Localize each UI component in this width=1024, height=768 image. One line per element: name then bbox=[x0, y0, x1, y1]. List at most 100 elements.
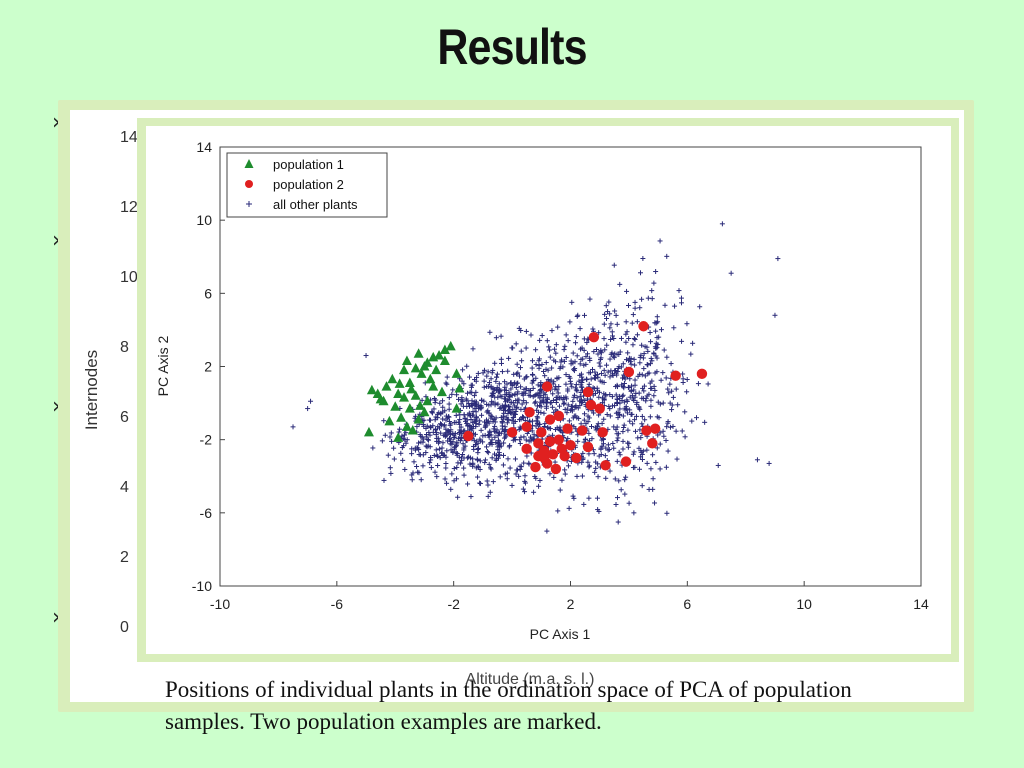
all-other-plants-point bbox=[454, 392, 460, 398]
all-other-plants-point bbox=[661, 347, 667, 353]
population-2-point bbox=[650, 423, 661, 434]
all-other-plants-point bbox=[652, 320, 658, 326]
all-other-plants-point bbox=[493, 335, 499, 341]
legend-label: population 2 bbox=[273, 177, 344, 192]
all-other-plants-point bbox=[589, 436, 595, 442]
all-other-plants-point bbox=[522, 489, 528, 495]
all-other-plants-point bbox=[533, 399, 539, 405]
all-other-plants-point bbox=[485, 493, 491, 499]
all-other-plants-point bbox=[632, 336, 638, 342]
all-other-plants-point bbox=[464, 363, 470, 369]
all-other-plants-point bbox=[536, 409, 542, 415]
all-other-plants-point bbox=[391, 456, 397, 462]
all-other-plants-point bbox=[632, 382, 638, 388]
all-other-plants-point bbox=[628, 361, 634, 367]
all-other-plants-point bbox=[602, 453, 608, 459]
all-other-plants-point bbox=[440, 440, 446, 446]
all-other-plants-point bbox=[512, 412, 518, 418]
all-other-plants-point bbox=[657, 430, 663, 436]
population-1-point bbox=[387, 373, 398, 384]
all-other-plants-point bbox=[442, 476, 448, 482]
all-other-plants-point bbox=[611, 262, 617, 268]
all-other-plants-point bbox=[558, 359, 564, 365]
all-other-plants-point bbox=[594, 347, 600, 353]
all-other-plants-point bbox=[523, 437, 529, 443]
all-other-plants-point bbox=[483, 423, 489, 429]
all-other-plants-point bbox=[570, 398, 576, 404]
all-other-plants-point bbox=[459, 457, 465, 463]
all-other-plants-point bbox=[398, 450, 404, 456]
all-other-plants-point bbox=[581, 417, 587, 423]
all-other-plants-point bbox=[615, 519, 621, 525]
all-other-plants-point bbox=[497, 444, 503, 450]
all-other-plants-point bbox=[388, 430, 394, 436]
all-other-plants-point bbox=[290, 424, 296, 430]
all-other-plants-point bbox=[653, 345, 659, 351]
all-other-plants-point bbox=[540, 397, 546, 403]
all-other-plants-point bbox=[506, 444, 512, 450]
population-1-point bbox=[399, 392, 410, 402]
all-other-plants-point bbox=[494, 371, 500, 377]
all-other-plants-point bbox=[506, 406, 512, 412]
all-other-plants-point bbox=[622, 405, 628, 411]
all-other-plants-point bbox=[477, 458, 483, 464]
all-other-plants-point bbox=[417, 432, 423, 438]
all-other-plants-point bbox=[470, 346, 476, 352]
all-other-plants-point bbox=[517, 373, 523, 379]
all-other-plants-point bbox=[583, 436, 589, 442]
all-other-plants-point bbox=[598, 446, 604, 452]
all-other-plants-point bbox=[529, 365, 535, 371]
all-other-plants-point bbox=[490, 391, 496, 397]
all-other-plants-point bbox=[648, 466, 654, 472]
all-other-plants-point bbox=[514, 391, 520, 397]
all-other-plants-point bbox=[515, 389, 521, 395]
all-other-plants-point bbox=[697, 304, 703, 310]
all-other-plants-point bbox=[573, 334, 579, 340]
all-other-plants-point bbox=[387, 465, 393, 471]
all-other-plants-point bbox=[429, 409, 435, 415]
all-other-plants-point bbox=[493, 440, 499, 446]
all-other-plants-point bbox=[502, 379, 508, 385]
all-other-plants-point bbox=[652, 500, 658, 506]
population-1-points bbox=[363, 340, 465, 442]
all-other-plants-point bbox=[419, 397, 425, 403]
all-other-plants-point bbox=[451, 419, 457, 425]
all-other-plants-point bbox=[537, 395, 543, 401]
all-other-plants-point bbox=[639, 296, 645, 302]
all-other-plants-point bbox=[501, 435, 507, 441]
all-other-plants-point bbox=[551, 379, 557, 385]
population-2-point bbox=[582, 386, 594, 398]
all-other-plants-point bbox=[627, 407, 633, 413]
all-other-plants-point bbox=[418, 477, 424, 483]
all-other-plants-point bbox=[401, 443, 407, 449]
all-other-plants-point bbox=[671, 325, 677, 331]
all-other-plants-point bbox=[489, 441, 495, 447]
all-other-plants-point bbox=[600, 441, 606, 447]
all-other-plants-point bbox=[591, 410, 597, 416]
population-2-point bbox=[696, 368, 708, 380]
all-other-plants-point bbox=[494, 374, 500, 380]
all-other-plants-point bbox=[388, 470, 394, 476]
all-other-plants-point bbox=[617, 395, 623, 401]
all-other-plants-point bbox=[655, 432, 661, 438]
all-other-plants-point bbox=[552, 459, 558, 465]
all-other-plants-point bbox=[308, 398, 314, 404]
all-other-plants-point bbox=[439, 450, 445, 456]
all-other-plants-point bbox=[690, 340, 696, 346]
population-1-point bbox=[419, 406, 430, 417]
all-other-plants-point bbox=[414, 424, 420, 430]
all-other-plants-point bbox=[514, 380, 520, 386]
all-other-plants-point bbox=[444, 374, 450, 380]
all-other-plants-point bbox=[567, 378, 573, 384]
all-other-plants-point bbox=[562, 343, 568, 349]
all-other-plants-point bbox=[632, 299, 638, 305]
all-other-plants-point bbox=[433, 427, 439, 433]
all-other-plants-point bbox=[518, 348, 524, 354]
all-other-plants-point bbox=[467, 389, 473, 395]
all-other-plants-point bbox=[600, 395, 606, 401]
all-other-plants-point bbox=[578, 389, 584, 395]
all-other-plants-point bbox=[675, 402, 681, 408]
all-other-plants-point bbox=[448, 486, 454, 492]
all-other-plants-point bbox=[653, 269, 659, 275]
all-other-plants-point bbox=[667, 400, 673, 406]
